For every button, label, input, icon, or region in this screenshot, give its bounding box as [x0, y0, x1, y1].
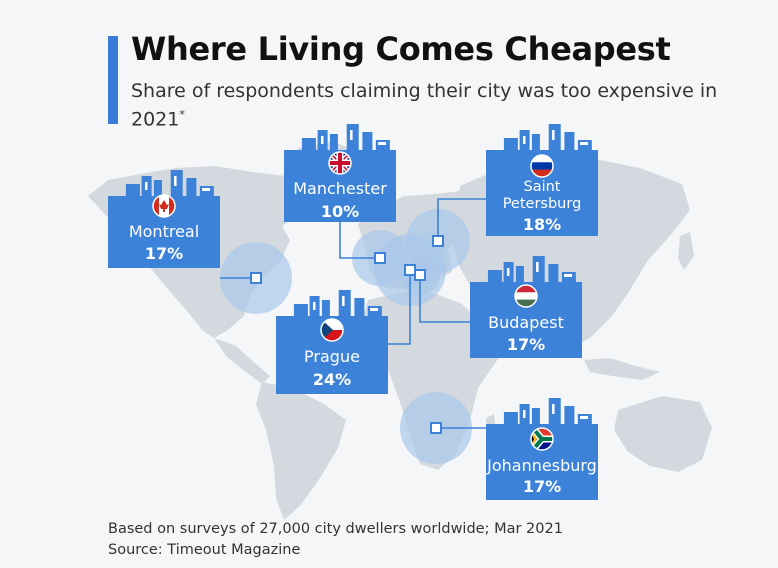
chart-footer: Based on surveys of 27,000 city dwellers… [108, 519, 563, 561]
leader-lines [220, 198, 486, 429]
city-card-montreal: Montreal 17% [108, 170, 220, 268]
south-america-shape [256, 382, 346, 520]
skyline-card-shape [276, 290, 388, 394]
japan-shape [678, 232, 694, 270]
australia-shape [614, 396, 712, 472]
city-marker [404, 264, 416, 276]
central-america-shape [214, 338, 270, 384]
indonesia-shape [584, 358, 660, 380]
city-card-johannesburg: Johannesburg 17% [486, 398, 598, 500]
subtitle-text: Share of respondents claiming their city… [131, 80, 718, 131]
city-value: 10% [320, 202, 360, 221]
hungary-flag-icon [514, 284, 538, 308]
city-marker [432, 235, 444, 247]
city-value: 17% [506, 335, 546, 354]
footer-note: Based on surveys of 27,000 city dwellers… [108, 521, 563, 537]
skyline-card-shape [470, 256, 582, 358]
title-accent-bar [108, 36, 118, 124]
subtitle-footnote-mark: * [179, 108, 185, 121]
leader-line [388, 270, 411, 345]
city-marker [414, 269, 426, 281]
city-marker [374, 252, 386, 264]
canada-flag-icon [152, 194, 176, 218]
leader-line [437, 198, 486, 241]
russia-flag-icon [530, 154, 554, 178]
city-name: Budapest [488, 313, 564, 332]
leader-line [419, 275, 470, 323]
city-name: Montreal [128, 222, 200, 241]
city-value: 24% [312, 370, 352, 389]
city-card-manchester: Manchester 10% [284, 124, 396, 222]
chart-subtitle: Share of respondents claiming their city… [131, 80, 731, 131]
city-card-saint-petersburg: Saint Petersburg 18% [486, 124, 598, 236]
skyline-card-shape [108, 170, 220, 268]
city-marker [250, 272, 262, 284]
city-marker [430, 422, 442, 434]
chart-title: Where Living Comes Cheapest [131, 30, 671, 68]
city-name: Prague [304, 347, 360, 366]
city-card-budapest: Budapest 17% [470, 256, 582, 358]
leader-line [339, 222, 380, 259]
skyline-card-shape [486, 124, 598, 236]
city-name: Saint Petersburg [502, 179, 582, 212]
city-value: 18% [522, 215, 562, 234]
czech-flag-icon [320, 318, 344, 342]
city-name: Johannesburg [487, 456, 597, 475]
city-markers [250, 235, 444, 434]
footer-source: Source: Timeout Magazine [108, 542, 301, 558]
city-value: 17% [144, 244, 184, 263]
city-card-prague: Prague 24% [276, 290, 388, 394]
skyline-card-shape [486, 398, 598, 500]
uk-flag-icon [328, 151, 352, 175]
skyline-card-shape [284, 124, 396, 222]
city-name: Manchester [293, 179, 387, 198]
city-value: 17% [522, 477, 562, 496]
